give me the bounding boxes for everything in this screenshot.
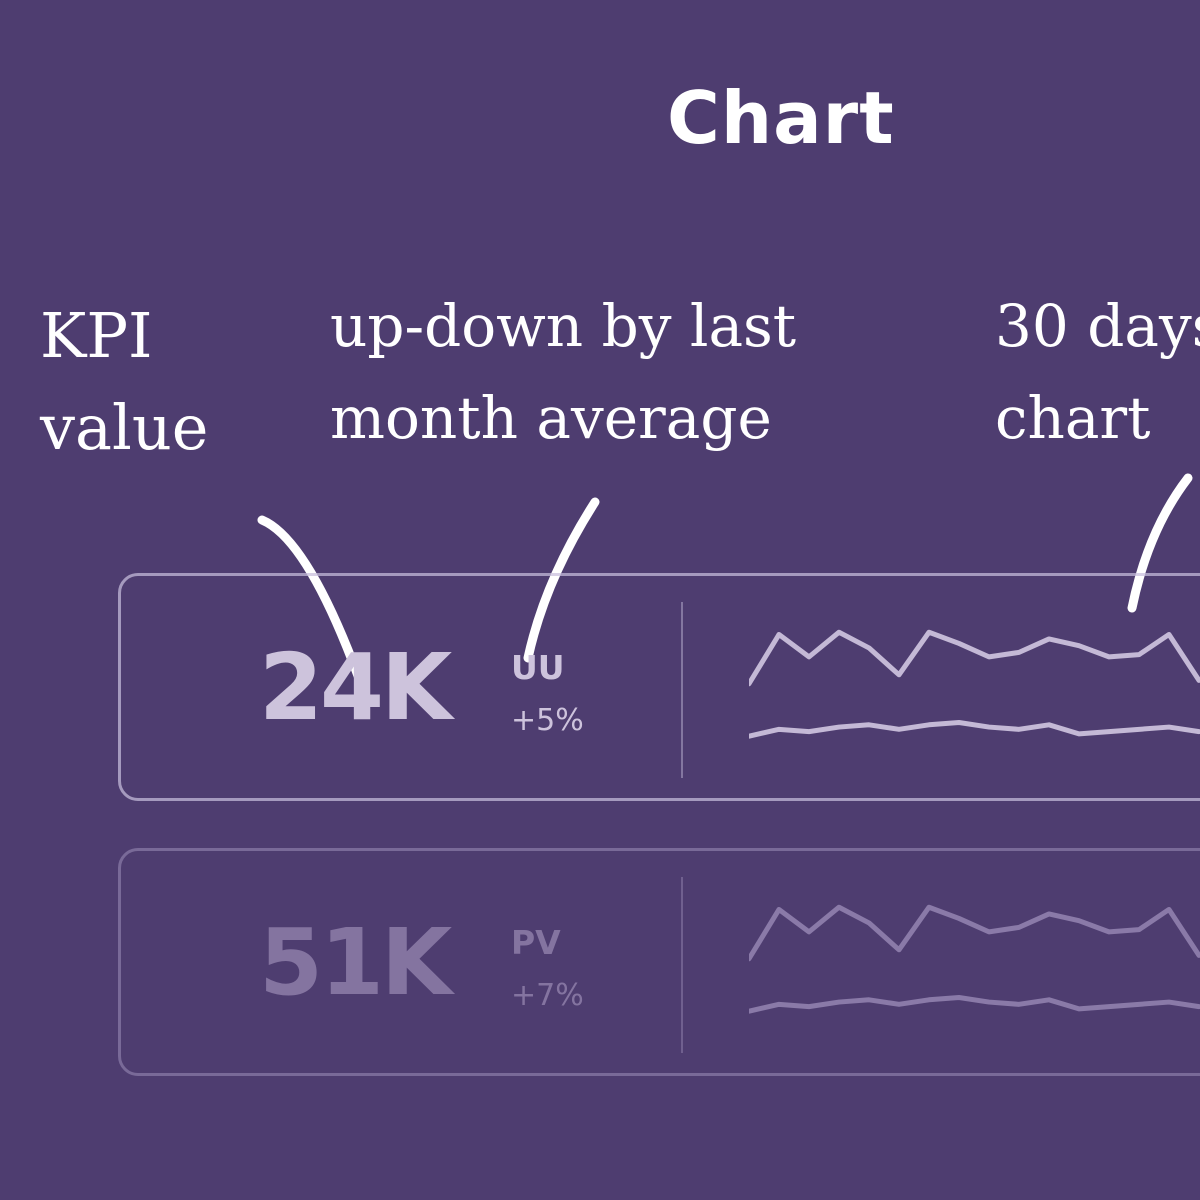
annotation-line: month average (330, 384, 772, 452)
sparkline-secondary-series (749, 720, 1200, 739)
annotation-line: KPI (40, 299, 153, 372)
kpi-change: +7% (511, 978, 584, 1013)
card-divider (681, 602, 683, 778)
kpi-value: 51K (259, 909, 452, 1016)
sparkline-primary-series (749, 629, 1200, 687)
kpi-card-uu[interactable]: 24K UU +5% (118, 573, 1200, 801)
kpi-label: PV (511, 923, 561, 962)
annotation-line: value (40, 391, 209, 464)
sparkline-primary-series (749, 904, 1200, 962)
pointer-updown (523, 497, 600, 663)
annotation-30-days-chart: 30 days chart (995, 280, 1200, 464)
sparkline-secondary-series (749, 995, 1200, 1014)
kpi-card-pv[interactable]: 51K PV +7% (118, 848, 1200, 1076)
annotation-kpi-value: KPI value (40, 290, 208, 474)
sparkline-chart (749, 904, 1200, 1014)
kpi-change: +5% (511, 703, 584, 738)
kpi-label: UU (511, 648, 565, 687)
annotation-updown: up-down by last month average (330, 280, 796, 464)
page-title: Chart (667, 76, 895, 160)
card-divider (681, 877, 683, 1053)
annotation-line: 30 days (995, 292, 1200, 360)
pointer-30-days-chart (1127, 473, 1193, 613)
sparkline-chart (749, 629, 1200, 739)
kpi-value: 24K (259, 634, 452, 741)
annotation-line: up-down by last (330, 292, 797, 360)
annotation-line: chart (995, 384, 1151, 452)
